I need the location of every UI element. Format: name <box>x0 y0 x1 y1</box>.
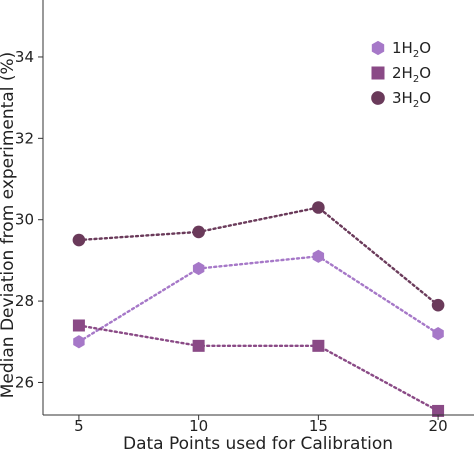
data-point <box>72 233 86 247</box>
legend-marker <box>371 66 385 80</box>
legend-label-part: 1H <box>392 39 413 57</box>
legend-label-part: O <box>419 39 431 57</box>
data-point <box>312 249 325 263</box>
legend-label-part: O <box>419 89 431 107</box>
series-line <box>77 324 440 413</box>
legend-label-part: 3H <box>392 89 413 107</box>
y-tick-label: 34 <box>15 48 34 66</box>
legend-label-subscript: 2 <box>413 49 419 60</box>
legend-item: 3H2O <box>371 89 431 110</box>
data-point <box>72 319 85 332</box>
series-layer <box>72 201 445 417</box>
data-point <box>312 339 325 352</box>
axes <box>42 0 474 416</box>
x-tick-label: 10 <box>189 417 208 435</box>
legend-label-part: O <box>419 64 431 82</box>
data-point <box>312 201 325 214</box>
legend-item: 2H2O <box>371 64 431 85</box>
legend-item: 1H2O <box>371 39 431 60</box>
data-point <box>192 225 205 239</box>
x-axis-label: Data Points used for Calibration <box>123 434 393 450</box>
y-tick-label: 26 <box>15 373 34 391</box>
legend-label-subscript: 2 <box>413 74 419 85</box>
y-tick-label: 28 <box>15 292 34 310</box>
x-tick-label: 5 <box>74 417 84 435</box>
legend-label: 2H2O <box>392 64 431 85</box>
data-point <box>73 335 85 349</box>
legend-label-subscript: 2 <box>413 99 419 110</box>
series-line <box>77 206 440 307</box>
legend-label: 3H2O <box>392 89 431 110</box>
legend-marker <box>371 40 385 56</box>
y-axis-label: Median Deviation from experimental (%) <box>0 52 18 399</box>
legend-label-part: 2H <box>392 64 413 82</box>
series-line <box>77 255 440 343</box>
x-tick-label: 15 <box>309 417 328 435</box>
ticks: 5 10 15 20 26 28 30 32 34 <box>15 48 448 435</box>
data-point <box>192 339 205 352</box>
data-point <box>432 404 445 417</box>
series-3 <box>72 201 445 312</box>
data-point <box>432 327 444 341</box>
legend-marker <box>371 91 385 105</box>
x-tick-label: 20 <box>429 417 448 435</box>
data-point <box>431 298 445 312</box>
series-1 <box>73 249 444 349</box>
data-point <box>192 261 205 276</box>
y-tick-label: 30 <box>15 211 34 229</box>
legend-label: 1H2O <box>392 39 431 60</box>
series-2 <box>72 319 445 417</box>
y-tick-label: 32 <box>15 129 34 147</box>
